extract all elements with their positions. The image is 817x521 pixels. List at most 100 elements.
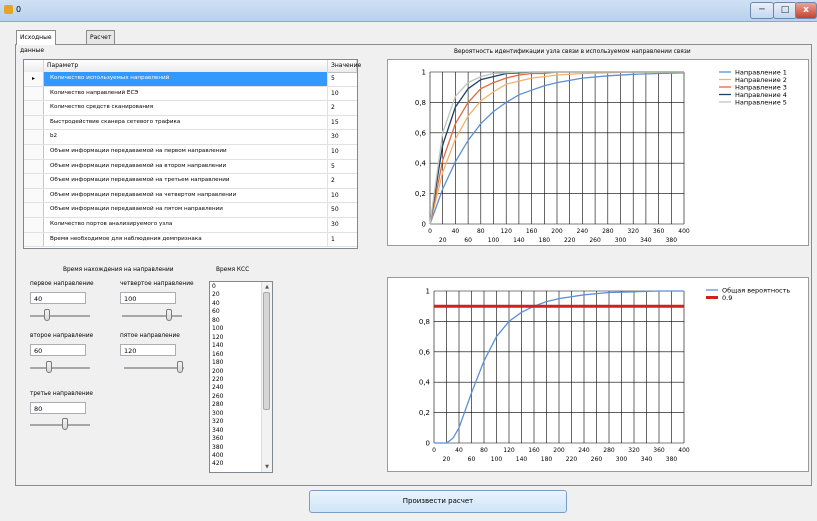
kss-time-list[interactable]: 0 20 40 60 80 100 120 140 160 180 200 220 240 260 280 3… <box>209 281 273 473</box>
grid-row[interactable]: Объем информации передаваемой на третьем… <box>24 174 357 189</box>
minimize-button[interactable]: ─ <box>750 2 774 19</box>
kss-list-item[interactable]: 360 <box>212 435 224 443</box>
header-param[interactable]: Параметр <box>44 60 328 72</box>
scroll-down-icon[interactable]: ▼ <box>265 464 269 470</box>
grid-row[interactable]: Время необходимое для наблюдения демприз… <box>24 232 357 248</box>
maximize-button[interactable]: □ <box>773 2 797 19</box>
slider-thumb[interactable] <box>176 361 183 373</box>
row-header[interactable] <box>24 174 44 188</box>
param-cell[interactable]: Количество используемых направлений <box>44 72 328 86</box>
kss-list-item[interactable]: 20 <box>212 291 220 299</box>
param-cell[interactable]: Количество средств сканирования <box>44 101 328 115</box>
param-cell[interactable]: Количество направлений ЕСЭ <box>44 86 328 101</box>
value-cell[interactable]: 30 <box>331 133 339 141</box>
grid-row[interactable]: b2 30 <box>24 130 357 145</box>
kss-list-item[interactable]: 260 <box>212 392 224 400</box>
fifth-direction-slider[interactable] <box>124 361 184 375</box>
second-direction-input[interactable]: 60 <box>30 344 86 356</box>
slider-thumb[interactable] <box>62 418 69 430</box>
kss-list-item[interactable]: 340 <box>212 426 224 434</box>
x-tick-label: 180 <box>541 456 553 463</box>
param-cell[interactable]: Объем информации передаваемой на первом … <box>44 145 328 159</box>
kss-list-item[interactable]: 220 <box>212 375 224 383</box>
kss-list-item[interactable]: 200 <box>212 367 224 375</box>
row-header[interactable] <box>24 86 44 101</box>
close-button[interactable]: x <box>795 2 817 19</box>
row-header[interactable] <box>24 188 44 203</box>
kss-list-item[interactable]: 140 <box>212 342 224 350</box>
param-cell[interactable]: Объем информации передаваемой на четверт… <box>44 188 328 203</box>
kss-list-item[interactable]: 240 <box>212 384 224 392</box>
value-cell[interactable]: 2 <box>331 177 335 185</box>
slider-thumb[interactable] <box>43 309 50 321</box>
value-cell[interactable]: 5 <box>331 75 335 82</box>
tab-input-data[interactable]: Исходные данные <box>16 30 56 54</box>
value-cell[interactable]: 5 <box>331 162 335 170</box>
row-header[interactable] <box>24 218 44 232</box>
tab-calculation[interactable]: Расчет <box>86 30 116 44</box>
first-direction-slider[interactable] <box>30 309 90 323</box>
value-cell[interactable]: 10 <box>331 89 339 97</box>
header-value[interactable]: Значение <box>328 60 361 72</box>
row-header[interactable] <box>24 145 44 159</box>
row-header[interactable] <box>24 203 44 217</box>
param-cell[interactable]: Объем информации передаваемой на третьем… <box>44 174 328 188</box>
param-cell[interactable]: Объем информации передаваемой на пятом н… <box>44 203 328 217</box>
row-header[interactable]: ▸ <box>24 72 44 86</box>
grid-row[interactable]: Объем информации передаваемой на первом … <box>24 145 357 160</box>
kss-list-item[interactable]: 160 <box>212 350 224 358</box>
param-cell[interactable]: b2 <box>44 130 328 144</box>
kss-list-item[interactable]: 380 <box>212 443 224 451</box>
kss-list-item[interactable]: 400 <box>212 452 224 459</box>
first-direction-input[interactable]: 40 <box>30 292 86 304</box>
value-cell[interactable]: 50 <box>331 206 339 214</box>
value-cell[interactable]: 10 <box>331 191 339 199</box>
grid-row[interactable]: ▸ Количество используемых направлений 5 <box>24 72 357 87</box>
kss-list-item[interactable]: 120 <box>212 333 224 341</box>
kss-list-item[interactable]: 40 <box>212 299 220 307</box>
param-cell[interactable]: Количество портов анализируемого узла <box>44 218 328 232</box>
row-header[interactable] <box>24 115 44 130</box>
kss-list-item[interactable]: 180 <box>212 359 224 367</box>
kss-list-item[interactable]: 300 <box>212 409 224 417</box>
param-cell[interactable]: Время необходимое для наблюдения демприз… <box>44 232 328 247</box>
grid-row[interactable]: Быстродействие сканера сетевого трафика 1… <box>24 115 357 131</box>
row-header[interactable] <box>24 232 44 247</box>
third-direction-input[interactable]: 80 <box>30 402 86 414</box>
kss-list-item[interactable]: 100 <box>212 325 224 333</box>
second-direction-slider[interactable] <box>30 361 90 375</box>
row-header[interactable] <box>24 130 44 144</box>
row-header[interactable] <box>24 101 44 115</box>
kss-list-item[interactable]: 80 <box>212 316 220 324</box>
kss-list-item[interactable]: 280 <box>212 401 224 409</box>
kss-list-item[interactable]: 0 <box>212 283 216 290</box>
param-cell[interactable]: Объем информации передаваемой на втором … <box>44 159 328 174</box>
slider-thumb[interactable] <box>166 309 173 321</box>
grid-row[interactable]: Объем информации передаваемой на втором … <box>24 159 357 175</box>
third-direction-slider[interactable] <box>30 418 90 432</box>
kss-list-scrollbar[interactable]: ▲ ▼ <box>261 282 272 472</box>
calculate-button[interactable]: Произвести расчет <box>309 490 567 513</box>
value-cell[interactable]: 10 <box>331 148 339 155</box>
value-cell[interactable]: 15 <box>331 118 339 126</box>
value-cell[interactable]: 1 <box>331 235 335 243</box>
kss-list-item[interactable]: 60 <box>212 308 220 316</box>
value-cell[interactable]: 30 <box>331 221 339 228</box>
row-header[interactable] <box>24 159 44 174</box>
kss-list-item[interactable]: 320 <box>212 418 224 426</box>
scroll-thumb[interactable] <box>263 292 270 410</box>
param-cell[interactable]: Быстродействие сканера сетевого трафика <box>44 115 328 130</box>
fourth-direction-slider[interactable] <box>122 309 182 323</box>
fourth-direction-input[interactable]: 100 <box>120 292 176 304</box>
grid-row[interactable]: Количество средств сканирования 2 <box>24 101 357 116</box>
scroll-up-icon[interactable]: ▲ <box>265 284 269 290</box>
legend-label: Направление 3 <box>735 84 787 92</box>
grid-row[interactable]: Объем информации передаваемой на четверт… <box>24 188 357 204</box>
grid-row[interactable]: Объем информации передаваемой на пятом н… <box>24 203 357 218</box>
grid-row[interactable]: Количество портов анализируемого узла 30 <box>24 218 357 233</box>
grid-row[interactable]: Количество направлений ЕСЭ 10 <box>24 86 357 102</box>
fifth-direction-input[interactable]: 120 <box>120 344 176 356</box>
value-cell[interactable]: 2 <box>331 104 335 112</box>
kss-list-item[interactable]: 420 <box>212 460 224 468</box>
slider-thumb[interactable] <box>46 361 53 373</box>
